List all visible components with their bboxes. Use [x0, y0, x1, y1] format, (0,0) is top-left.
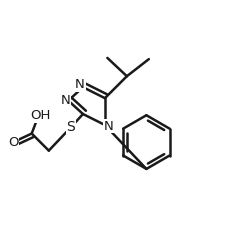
- Text: N: N: [75, 78, 85, 91]
- Text: S: S: [66, 120, 75, 134]
- Text: N: N: [103, 120, 113, 133]
- Text: OH: OH: [30, 110, 51, 122]
- Text: N: N: [61, 94, 71, 107]
- Text: O: O: [8, 136, 19, 148]
